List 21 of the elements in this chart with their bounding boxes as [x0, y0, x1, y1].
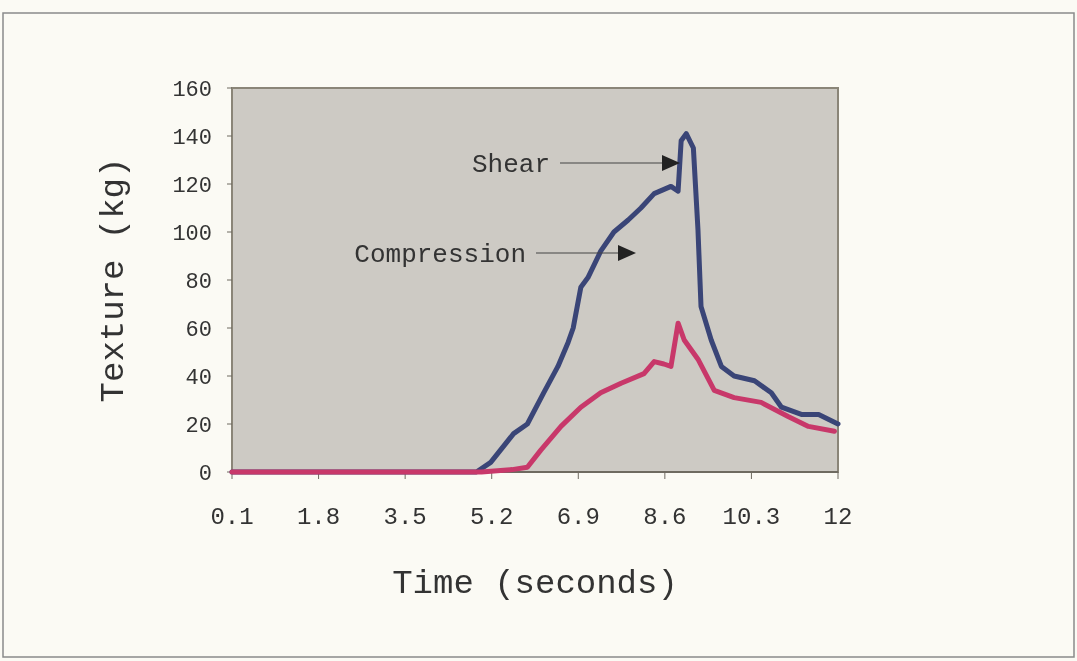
y-tick-label: 120 — [172, 173, 212, 199]
y-tick-label: 0 — [198, 461, 212, 487]
y-tick-label: 80 — [185, 269, 212, 295]
x-tick-label: 3.5 — [383, 504, 427, 531]
y-axis-title: Texture (kg) — [95, 157, 133, 403]
y-tick-label: 40 — [185, 365, 212, 391]
x-tick-label: 6.9 — [556, 504, 600, 531]
y-tick-label: 160 — [172, 77, 212, 103]
x-tick-label: 5.2 — [470, 504, 514, 531]
x-tick-label: 10.3 — [722, 504, 781, 531]
x-tick-label: 12 — [823, 504, 853, 531]
x-tick-label: 0.1 — [210, 504, 254, 531]
x-tick-label: 1.8 — [296, 504, 341, 531]
y-tick-label: 60 — [185, 317, 212, 343]
annotation: Compression — [354, 240, 526, 271]
y-tick-label: 100 — [172, 221, 212, 247]
x-axis-title: Time (seconds) — [392, 565, 678, 603]
annotation: Shear — [471, 150, 550, 181]
x-tick-label: 8.6 — [643, 504, 687, 531]
y-tick-label: 140 — [172, 125, 212, 151]
y-tick-label: 20 — [185, 413, 212, 439]
